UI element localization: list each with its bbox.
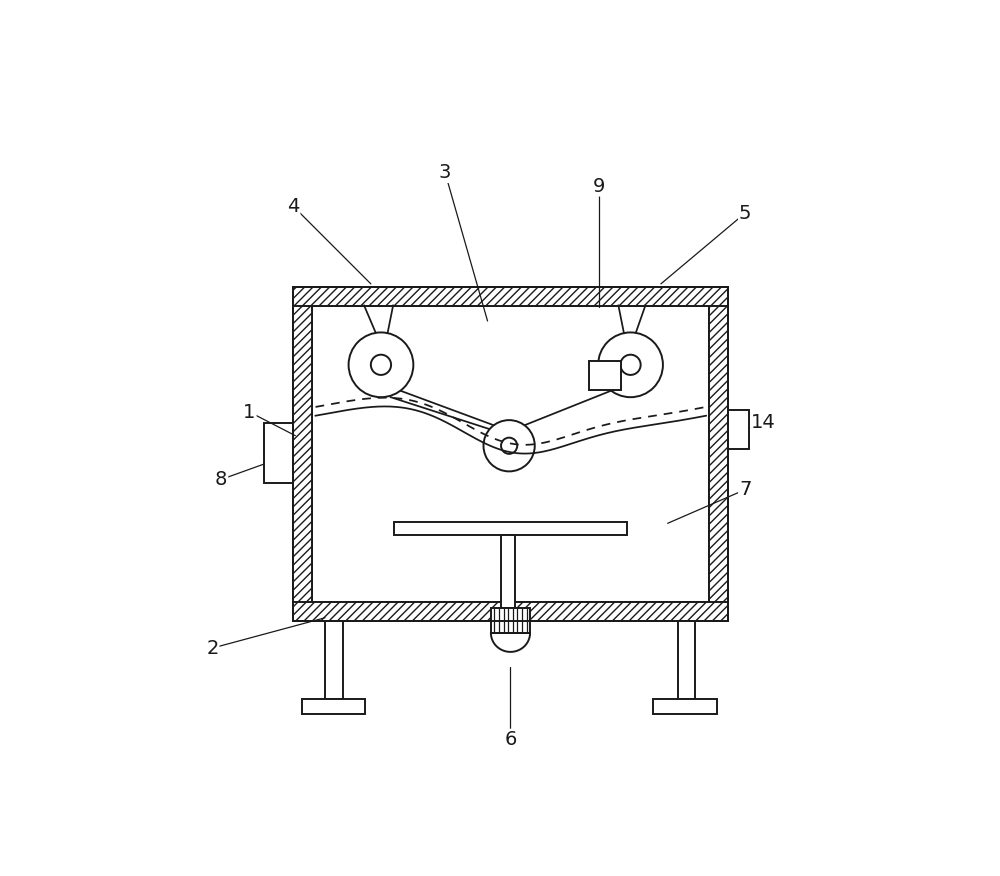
Text: 14: 14 xyxy=(751,413,776,432)
Bar xyxy=(264,423,293,483)
Text: 8: 8 xyxy=(215,470,227,489)
Bar xyxy=(394,522,627,535)
Circle shape xyxy=(620,355,641,375)
Text: 6: 6 xyxy=(504,730,517,749)
Text: 3: 3 xyxy=(439,163,451,182)
Bar xyxy=(709,287,728,621)
Bar xyxy=(501,535,515,608)
Text: 5: 5 xyxy=(739,203,751,223)
Bar xyxy=(293,287,312,621)
Bar xyxy=(293,287,728,621)
Bar xyxy=(302,699,365,714)
Text: 2: 2 xyxy=(206,639,219,658)
Bar xyxy=(293,602,728,621)
Bar xyxy=(653,699,717,714)
Circle shape xyxy=(371,355,391,375)
Text: 9: 9 xyxy=(593,177,605,195)
Bar xyxy=(491,608,530,633)
Bar xyxy=(293,287,728,306)
Bar xyxy=(325,621,343,699)
Bar xyxy=(589,362,621,390)
Text: 1: 1 xyxy=(243,403,256,421)
Bar xyxy=(728,410,749,449)
Circle shape xyxy=(349,332,413,397)
Text: 4: 4 xyxy=(287,197,299,215)
Bar xyxy=(678,621,695,699)
Circle shape xyxy=(483,420,535,471)
Bar xyxy=(312,306,709,602)
Circle shape xyxy=(501,438,517,454)
Circle shape xyxy=(598,332,663,397)
Text: 7: 7 xyxy=(739,480,751,499)
